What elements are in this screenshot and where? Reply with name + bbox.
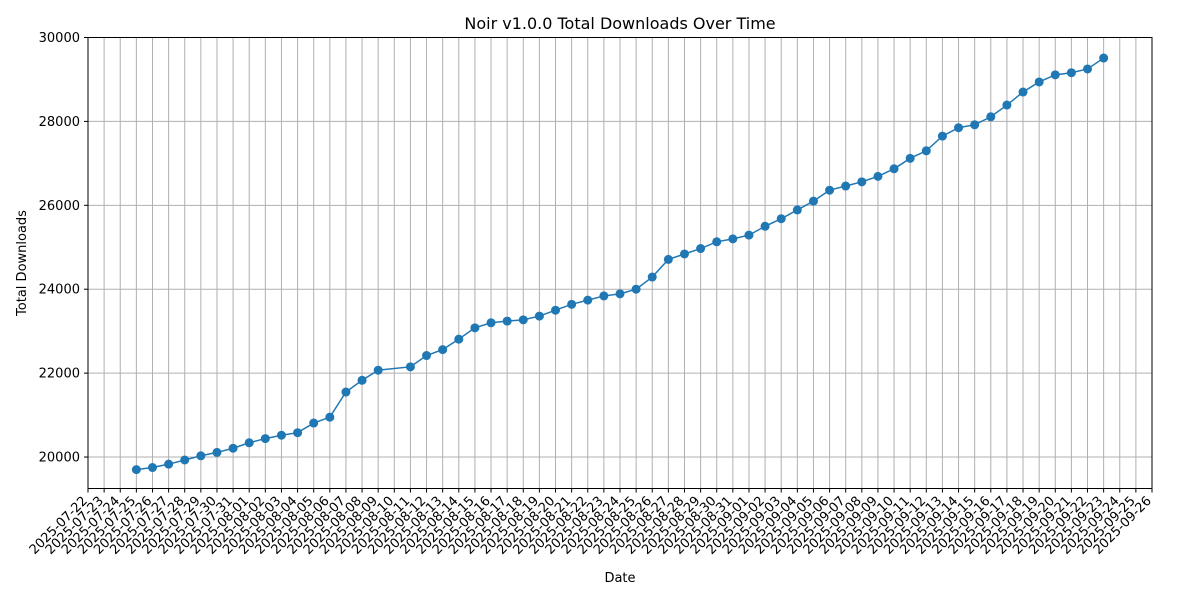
y-tick-label: 28000 [39, 115, 80, 130]
data-point [438, 345, 448, 355]
data-point [841, 181, 851, 191]
y-axis-ticks: 20000 22000 24000 26000 28000 30000 [39, 31, 88, 466]
data-point [131, 465, 141, 475]
data-point [180, 455, 190, 465]
data-point [567, 299, 577, 309]
data-point [1002, 100, 1012, 110]
data-point [808, 196, 818, 206]
data-point [712, 237, 722, 247]
data-point [905, 153, 915, 163]
data-point [776, 214, 786, 224]
y-tick-label: 26000 [39, 199, 80, 214]
data-point [1066, 68, 1076, 78]
gridlines [87, 37, 1153, 489]
x-axis-ticks: 2025-07-222025-07-232025-07-242025-07-25… [27, 488, 1155, 558]
data-point [470, 323, 480, 333]
data-point [518, 315, 528, 325]
chart-title: Noir v1.0.0 Total Downloads Over Time [464, 14, 775, 33]
y-tick-label: 22000 [39, 367, 80, 382]
y-tick-label: 30000 [39, 31, 80, 46]
data-point [422, 351, 432, 361]
data-point [1099, 53, 1109, 63]
data-point [486, 318, 496, 328]
data-point [405, 362, 415, 372]
x-axis-label: Date [604, 571, 635, 586]
data-point [309, 418, 319, 428]
data-point [373, 365, 383, 375]
data-point [679, 249, 689, 259]
data-point [244, 438, 254, 448]
data-point [583, 295, 593, 305]
data-point [534, 311, 544, 321]
data-point [502, 316, 512, 326]
data-point [1083, 64, 1093, 74]
data-point [325, 412, 335, 422]
data-point [744, 230, 754, 240]
data-point [937, 131, 947, 141]
data-point [986, 112, 996, 122]
data-point [921, 146, 931, 156]
data-point [663, 254, 673, 264]
data-point [1050, 70, 1060, 80]
data-point [792, 205, 802, 215]
data-point [357, 375, 367, 385]
y-axis-label: Total Downloads [15, 210, 30, 317]
data-point [551, 305, 561, 315]
y-tick-label: 24000 [39, 283, 80, 298]
data-point [260, 434, 270, 444]
data-point [1018, 87, 1028, 97]
data-point [228, 443, 238, 453]
data-point [454, 334, 464, 344]
data-point [615, 289, 625, 299]
data-point [212, 447, 222, 457]
data-point [696, 244, 706, 254]
data-point [857, 177, 867, 187]
data-point [196, 451, 206, 461]
data-point [599, 291, 609, 301]
data-point [164, 459, 174, 469]
data-point [970, 120, 980, 130]
data-point [341, 387, 351, 397]
data-point [276, 430, 286, 440]
data-point [293, 428, 303, 438]
data-point [147, 463, 157, 473]
series-markers [131, 53, 1109, 475]
data-point [954, 123, 964, 133]
data-point [647, 272, 657, 282]
data-point [631, 284, 641, 294]
data-point [760, 221, 770, 231]
data-point [889, 164, 899, 174]
y-tick-label: 20000 [39, 451, 80, 466]
data-point [825, 185, 835, 195]
data-point [873, 171, 883, 181]
data-point [1034, 77, 1044, 87]
data-point [728, 234, 738, 244]
